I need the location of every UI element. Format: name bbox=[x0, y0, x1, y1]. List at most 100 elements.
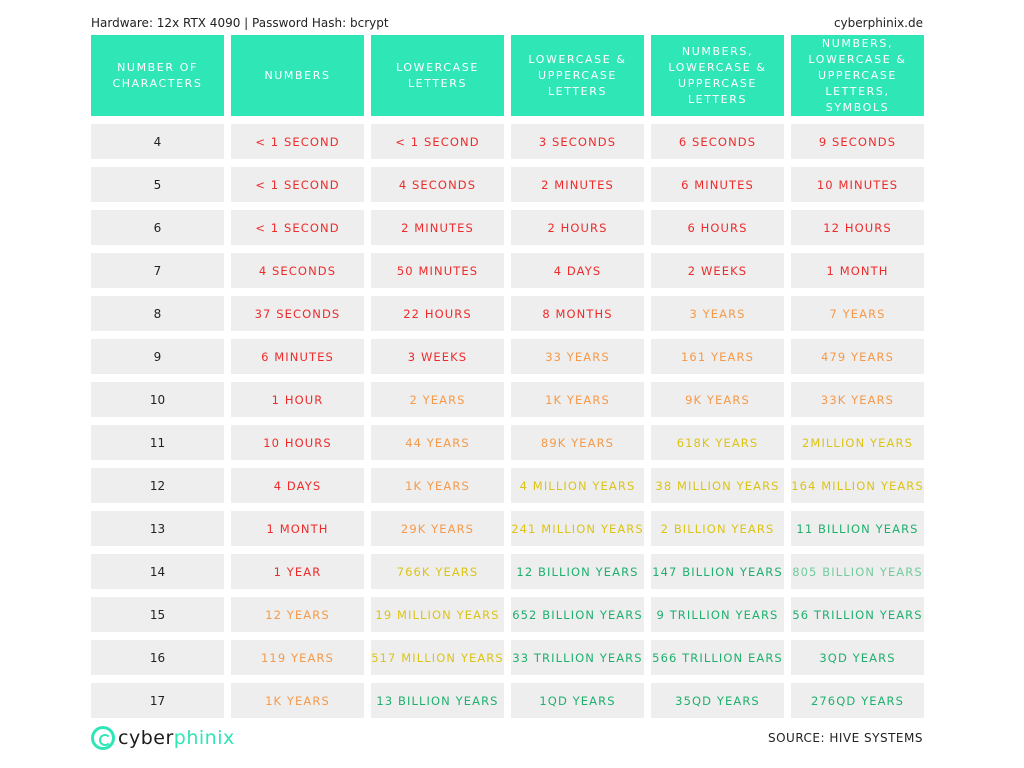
crack-time-cell: 2 Minutes bbox=[371, 210, 504, 245]
row-char-count: 4 bbox=[91, 124, 224, 159]
logo-text-phinix: phinix bbox=[173, 727, 235, 749]
column-header: Numbers, lowercase & uppercase letters bbox=[651, 35, 784, 116]
row-char-count: 6 bbox=[91, 210, 224, 245]
crack-time-cell: 2 Hours bbox=[511, 210, 644, 245]
crack-time-cell: 12 Hours bbox=[791, 210, 924, 245]
crack-time-cell: 4 Million Years bbox=[511, 468, 644, 503]
crack-time-cell: 10 Hours bbox=[231, 425, 364, 460]
crack-time-cell: < 1 Second bbox=[231, 167, 364, 202]
crack-time-cell: 44 Years bbox=[371, 425, 504, 460]
crack-time-cell: 7 Years bbox=[791, 296, 924, 331]
row-char-count: 13 bbox=[91, 511, 224, 546]
crack-time-cell: 1K Years bbox=[511, 382, 644, 417]
crack-time-cell: 2 Weeks bbox=[651, 253, 784, 288]
crack-time-cell: 3QD Years bbox=[791, 640, 924, 675]
row-char-count: 10 bbox=[91, 382, 224, 417]
crack-time-cell: 2 Billion Years bbox=[651, 511, 784, 546]
top-bar: Hardware: 12x RTX 4090 | Password Hash: … bbox=[91, 14, 923, 32]
crack-time-cell: 2Million Years bbox=[791, 425, 924, 460]
column-header: Lowercase letters bbox=[371, 35, 504, 116]
row-char-count: 15 bbox=[91, 597, 224, 632]
crack-time-cell: 3 Years bbox=[651, 296, 784, 331]
crack-time-cell: 2 Minutes bbox=[511, 167, 644, 202]
crack-time-cell: 1K Years bbox=[231, 683, 364, 718]
crack-time-cell: 479 Years bbox=[791, 339, 924, 374]
site-name: cyberphinix.de bbox=[833, 16, 923, 30]
crack-time-cell: 6 Hours bbox=[651, 210, 784, 245]
row-char-count: 17 bbox=[91, 683, 224, 718]
crack-time-cell: 6 Minutes bbox=[651, 167, 784, 202]
crack-time-cell: 10 Minutes bbox=[791, 167, 924, 202]
crack-time-cell: 3 Weeks bbox=[371, 339, 504, 374]
crack-time-cell: 566 Trillion Ears bbox=[651, 640, 784, 675]
crack-time-cell: 89K Years bbox=[511, 425, 644, 460]
crack-time-cell: 1 Hour bbox=[231, 382, 364, 417]
crack-time-cell: 33 Years bbox=[511, 339, 644, 374]
cyberphinix-logo-icon bbox=[91, 726, 115, 750]
brand-logo: cyberphinix bbox=[91, 726, 235, 750]
row-char-count: 5 bbox=[91, 167, 224, 202]
crack-time-cell: 12 Years bbox=[231, 597, 364, 632]
crack-time-table: Number of characters Numbers Lowercase let… bbox=[91, 35, 924, 726]
crack-time-cell: < 1 Second bbox=[371, 124, 504, 159]
logo-text: cyberphinix bbox=[118, 727, 235, 749]
crack-time-cell: 1 Month bbox=[791, 253, 924, 288]
crack-time-cell: 6 Seconds bbox=[651, 124, 784, 159]
crack-time-cell: 8 Months bbox=[511, 296, 644, 331]
crack-time-cell: 13 Billion Years bbox=[371, 683, 504, 718]
crack-time-cell: 164 Million Years bbox=[791, 468, 924, 503]
crack-time-cell: 9 Seconds bbox=[791, 124, 924, 159]
crack-time-cell: 29K Years bbox=[371, 511, 504, 546]
row-char-count: 7 bbox=[91, 253, 224, 288]
row-char-count: 16 bbox=[91, 640, 224, 675]
crack-time-cell: 22 Hours bbox=[371, 296, 504, 331]
crack-time-cell: 241 Million Years bbox=[511, 511, 644, 546]
hardware-info: Hardware: 12x RTX 4090 | Password Hash: … bbox=[91, 16, 389, 30]
row-char-count: 11 bbox=[91, 425, 224, 460]
crack-time-cell: 517 Million Years bbox=[371, 640, 504, 675]
column-header: Lowercase & uppercase letters bbox=[511, 35, 644, 116]
row-char-count: 9 bbox=[91, 339, 224, 374]
row-char-count: 8 bbox=[91, 296, 224, 331]
crack-time-cell: 56 Trillion Years bbox=[791, 597, 924, 632]
crack-time-cell: < 1 Second bbox=[231, 124, 364, 159]
crack-time-cell: 618K Years bbox=[651, 425, 784, 460]
crack-time-cell: < 1 Second bbox=[231, 210, 364, 245]
column-header: Numbers bbox=[231, 35, 364, 116]
crack-time-cell: 35QD Years bbox=[651, 683, 784, 718]
crack-time-cell: 19 Million Years bbox=[371, 597, 504, 632]
crack-time-cell: 766K Years bbox=[371, 554, 504, 589]
crack-time-cell: 33K Years bbox=[791, 382, 924, 417]
footer: cyberphinix SOURCE: HIVE SYSTEMS bbox=[91, 722, 923, 754]
column-header: Number of characters bbox=[91, 35, 224, 116]
crack-time-cell: 1 Year bbox=[231, 554, 364, 589]
crack-time-cell: 4 Seconds bbox=[371, 167, 504, 202]
crack-time-cell: 37 Seconds bbox=[231, 296, 364, 331]
crack-time-cell: 4 Days bbox=[231, 468, 364, 503]
crack-time-cell: 11 Billion Years bbox=[791, 511, 924, 546]
crack-time-cell: 276QD Years bbox=[791, 683, 924, 718]
column-header: Numbers, lowercase & uppercase letters, … bbox=[791, 35, 924, 116]
crack-time-cell: 4 Seconds bbox=[231, 253, 364, 288]
crack-time-cell: 9K Years bbox=[651, 382, 784, 417]
logo-text-cyber: cyber bbox=[118, 727, 174, 749]
crack-time-cell: 1K Years bbox=[371, 468, 504, 503]
crack-time-cell: 9 Trillion Years bbox=[651, 597, 784, 632]
crack-time-cell: 147 Billion Years bbox=[651, 554, 784, 589]
crack-time-cell: 1 Month bbox=[231, 511, 364, 546]
crack-time-cell: 652 Billion Years bbox=[511, 597, 644, 632]
crack-time-cell: 6 Minutes bbox=[231, 339, 364, 374]
crack-time-cell: 4 Days bbox=[511, 253, 644, 288]
crack-time-cell: 33 Trillion Years bbox=[511, 640, 644, 675]
row-char-count: 12 bbox=[91, 468, 224, 503]
crack-time-cell: 119 Years bbox=[231, 640, 364, 675]
row-char-count: 14 bbox=[91, 554, 224, 589]
crack-time-cell: 50 Minutes bbox=[371, 253, 504, 288]
crack-time-cell: 805 Billion Years bbox=[791, 554, 924, 589]
crack-time-cell: 2 Years bbox=[371, 382, 504, 417]
crack-time-cell: 1QD Years bbox=[511, 683, 644, 718]
crack-time-cell: 3 Seconds bbox=[511, 124, 644, 159]
crack-time-cell: 161 Years bbox=[651, 339, 784, 374]
source-credit: SOURCE: HIVE SYSTEMS bbox=[767, 731, 923, 745]
crack-time-cell: 38 Million Years bbox=[651, 468, 784, 503]
